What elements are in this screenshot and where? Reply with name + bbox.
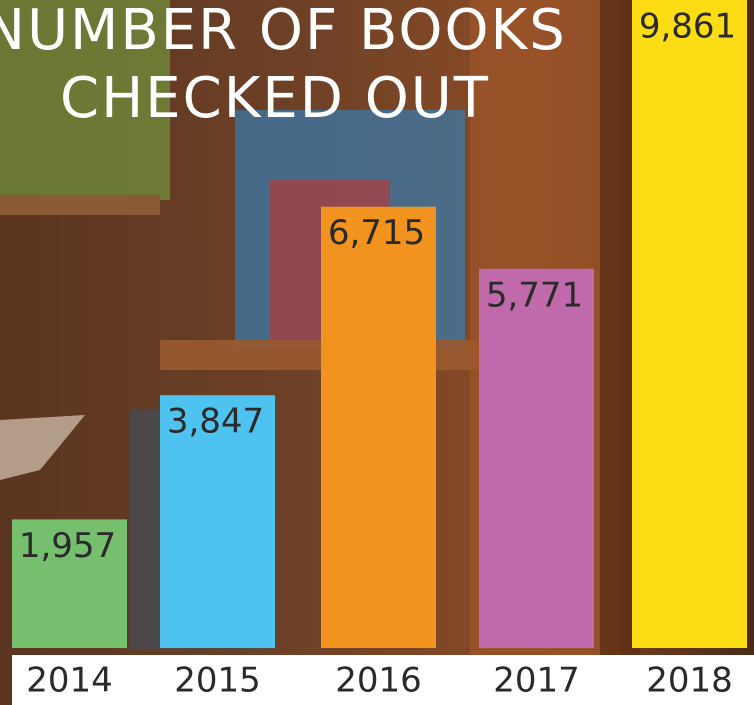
x-tick-label: 2016 bbox=[335, 661, 422, 701]
page: 1,957 2014 3,847 2015 6,715 2016 5,771 2017 9,86… bbox=[0, 0, 754, 705]
value-label: 6,715 bbox=[328, 213, 425, 253]
x-tick-label: 2014 bbox=[26, 661, 113, 701]
x-tick-label: 2017 bbox=[493, 661, 580, 701]
bar bbox=[321, 207, 436, 648]
chart-title: NUMBER OF BOOKS bbox=[0, 0, 567, 63]
value-label: 5,771 bbox=[486, 275, 583, 315]
value-label: 3,847 bbox=[167, 402, 264, 442]
x-tick-label: 2018 bbox=[646, 661, 733, 701]
chart-title: CHECKED OUT bbox=[60, 66, 490, 131]
value-label: 1,957 bbox=[19, 526, 116, 566]
value-label: 9,861 bbox=[639, 7, 736, 47]
chart: 1,957 2014 3,847 2015 6,715 2016 5,771 2017 9,86… bbox=[0, 0, 754, 705]
bar bbox=[632, 0, 747, 648]
x-tick-label: 2015 bbox=[174, 661, 261, 701]
bar bbox=[479, 269, 594, 648]
